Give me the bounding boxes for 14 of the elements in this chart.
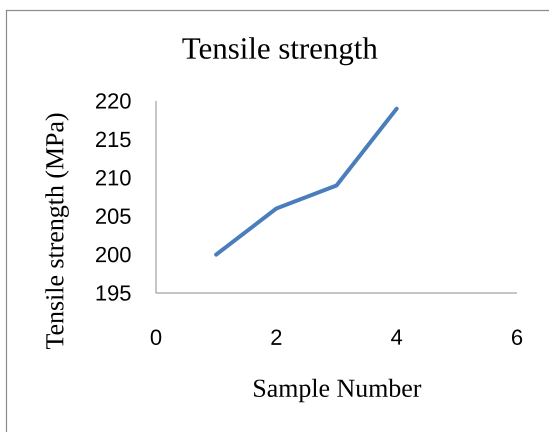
x-tick-label: 6 xyxy=(512,330,522,346)
y-axis-title: Tensile strength (MPa) xyxy=(45,114,69,350)
y-tick-label: 195 xyxy=(96,285,131,301)
y-tick-label: 215 xyxy=(96,132,131,148)
x-tick-label: 4 xyxy=(391,330,402,345)
y-tick-label: 205 xyxy=(96,208,131,224)
x-axis-title: Sample Number xyxy=(254,378,422,402)
y-tick-label: 200 xyxy=(96,246,131,262)
chart-title: Tensile strength xyxy=(182,37,378,66)
line-series xyxy=(214,106,399,257)
x-tick-label: 0 xyxy=(150,330,162,346)
y-tick-label: 210 xyxy=(96,170,131,186)
x-tick-label: 2 xyxy=(271,330,282,345)
y-tick-label: 220 xyxy=(96,93,131,109)
